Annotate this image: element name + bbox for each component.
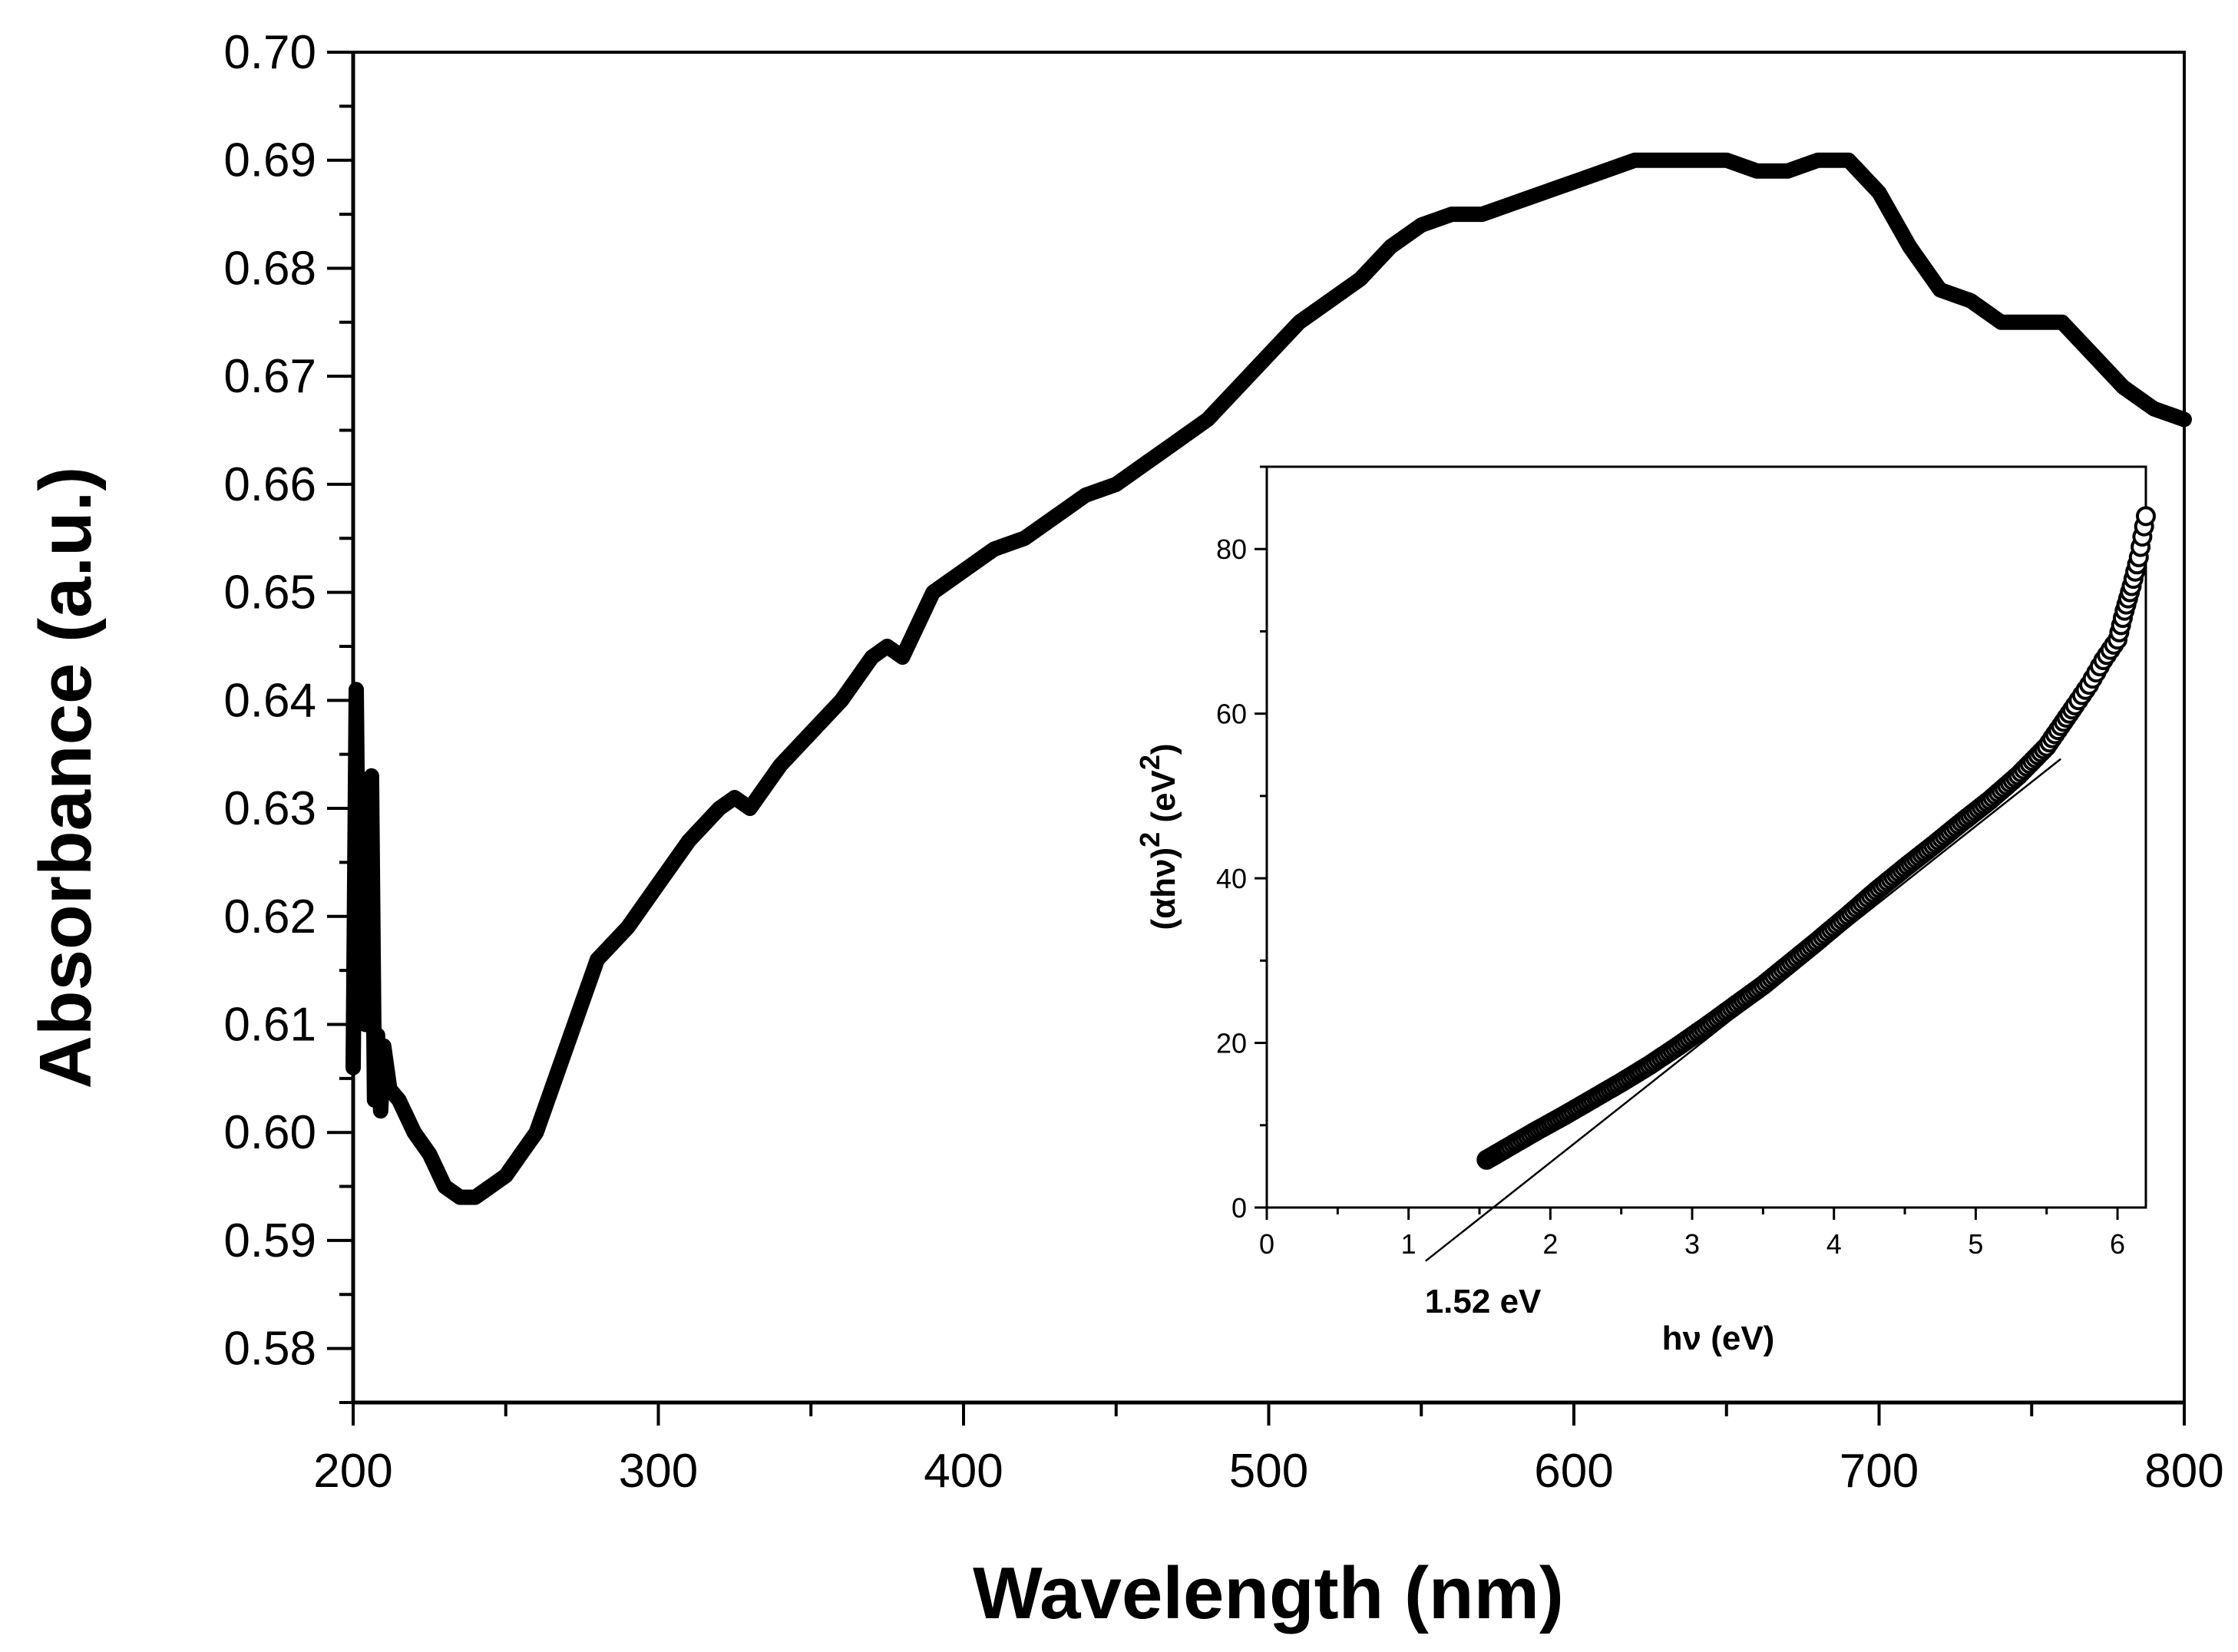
inset-y-title-part-3: ) xyxy=(1145,743,1182,755)
main-x-axis: 200 300 400 500 600 700 800 xyxy=(313,1400,2224,1498)
inset-x-tick-label: 2 xyxy=(1542,1228,1558,1260)
inset-y-title-part-1: (αhν) xyxy=(1145,847,1182,930)
main-series xyxy=(345,152,2192,1205)
main-x-tick-label: 300 xyxy=(619,1445,698,1498)
main-y-tick-label: 0.59 xyxy=(223,1214,316,1267)
main-y-tick-label: 0.64 xyxy=(223,674,316,727)
main-y-tick-label: 0.60 xyxy=(223,1106,316,1159)
main-y-tick-label: 0.70 xyxy=(223,26,316,79)
main-y-tick-label: 0.58 xyxy=(223,1323,316,1376)
main-x-tick-label: 800 xyxy=(2144,1445,2223,1498)
main-x-tick-label: 400 xyxy=(924,1445,1003,1498)
inset-y-tick-label: 40 xyxy=(1216,863,1247,894)
band-gap-annotation: 1.52 eV xyxy=(1425,1283,1542,1320)
inset-y-title-sup-1: 2 xyxy=(1134,832,1165,847)
main-x-axis-title: Wavelength (nm) xyxy=(973,1552,1564,1634)
inset-plot-frame xyxy=(1265,465,2147,1209)
main-y-tick-label: 0.62 xyxy=(223,890,316,943)
main-x-tick-label: 500 xyxy=(1229,1445,1308,1498)
inset-series xyxy=(1476,506,2156,1170)
main-x-tick-label: 600 xyxy=(1534,1445,1613,1498)
inset-x-tick-label: 0 xyxy=(1259,1228,1274,1260)
main-y-axis: 0.58 0.59 0.60 0.61 0.62 0.63 0.64 0.65 0.66 0.67… xyxy=(223,26,355,1404)
inset-x-tick-label: 5 xyxy=(1968,1228,1983,1260)
absorbance-series-line xyxy=(345,152,2192,1205)
inset-y-axis-title: (αhν)2 (eV2) xyxy=(1134,743,1182,930)
inset-y-title-part-2: (eV xyxy=(1145,769,1182,831)
main-x-tick-label: 200 xyxy=(313,1445,392,1498)
main-y-axis-title: Absorbance (a.u.) xyxy=(25,467,107,1089)
inset-x-tick-label: 1 xyxy=(1401,1228,1417,1260)
main-y-tick-label: 0.61 xyxy=(223,998,316,1051)
main-y-tick-label: 0.63 xyxy=(223,782,316,835)
inset-x-axis-title: hν (eV) xyxy=(1662,1320,1775,1357)
inset-y-title-sup-2: 2 xyxy=(1134,755,1165,770)
main-plot-area: 0.58 0.59 0.60 0.61 0.62 0.63 0.64 0.65 0.66 0.67… xyxy=(25,26,2224,1634)
inset-y-axis: 0 20 40 60 80 xyxy=(1216,465,1267,1224)
main-x-tick-label: 700 xyxy=(1840,1445,1919,1498)
inset-y-tick-label: 80 xyxy=(1216,534,1247,565)
inset-x-tick-label: 4 xyxy=(1826,1228,1842,1260)
inset-y-tick-label: 20 xyxy=(1216,1028,1247,1059)
main-y-tick-label: 0.66 xyxy=(223,458,316,511)
inset-data-point xyxy=(2136,506,2156,527)
inset-x-axis: 0 1 2 3 4 5 6 xyxy=(1259,1208,2125,1260)
main-y-tick-label: 0.68 xyxy=(223,242,316,295)
main-y-tick-label: 0.67 xyxy=(223,350,316,403)
inset-x-tick-label: 6 xyxy=(2110,1228,2125,1260)
main-y-tick-label: 0.69 xyxy=(223,134,316,187)
inset-x-tick-label: 3 xyxy=(1684,1228,1700,1260)
inset-y-tick-label: 0 xyxy=(1231,1192,1247,1224)
main-y-tick-label: 0.65 xyxy=(223,567,316,620)
inset-y-tick-label: 60 xyxy=(1216,699,1247,730)
